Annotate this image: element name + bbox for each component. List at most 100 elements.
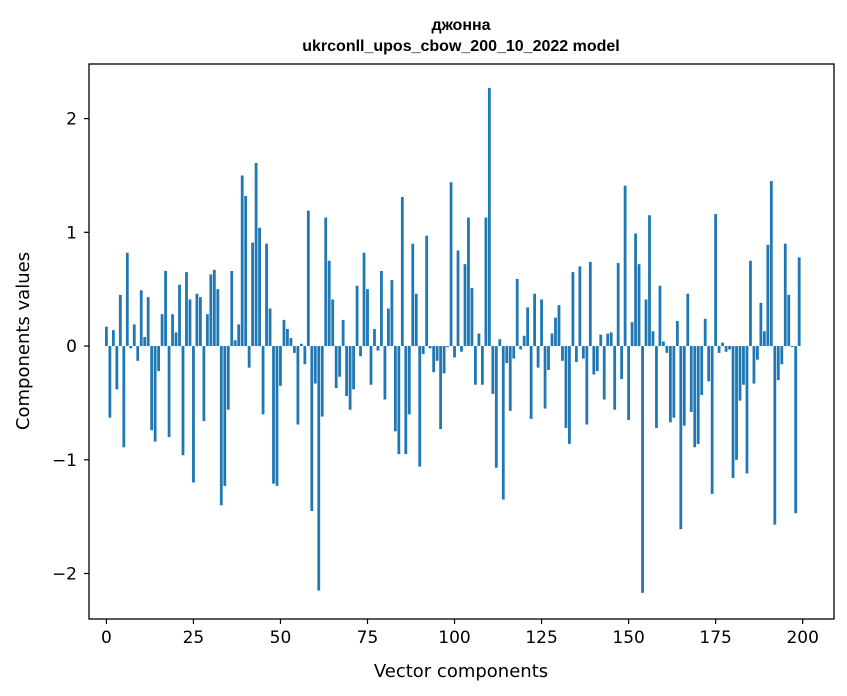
- bar-137: [581, 346, 585, 359]
- bar-107: [477, 333, 481, 347]
- bar-25: [192, 346, 195, 483]
- bar-35: [226, 346, 230, 410]
- bar-178: [724, 346, 728, 352]
- bar-92: [425, 235, 429, 347]
- bar-144: [606, 333, 610, 347]
- bar-70: [348, 346, 352, 410]
- bar-66: [334, 346, 338, 389]
- bar-145: [609, 332, 613, 347]
- bar-170: [696, 346, 700, 444]
- x-tick-label: 25: [183, 628, 205, 648]
- bar-143: [602, 346, 606, 400]
- bar-87: [407, 346, 411, 415]
- bar-20: [174, 332, 178, 347]
- bar-151: [630, 322, 634, 347]
- bar-161: [665, 346, 669, 353]
- bar-192: [773, 346, 777, 525]
- bar-156: [648, 215, 651, 347]
- bar-9: [136, 346, 140, 361]
- bar-90: [418, 346, 422, 467]
- bar-114: [501, 346, 505, 500]
- bar-24: [188, 299, 192, 347]
- bar-33: [219, 346, 223, 506]
- bar-80: [383, 346, 387, 400]
- bar-38: [237, 324, 241, 347]
- bar-75: [366, 289, 369, 347]
- bar-43: [254, 162, 258, 347]
- bar-44: [258, 227, 261, 347]
- bar-19: [171, 314, 174, 347]
- bar-32: [216, 289, 220, 347]
- bar-173: [707, 346, 711, 382]
- bar-48: [272, 346, 275, 484]
- bar-72: [355, 285, 359, 347]
- bar-53: [289, 338, 293, 347]
- bar-81: [387, 308, 390, 347]
- bar-16: [160, 314, 164, 347]
- bar-67: [338, 346, 342, 377]
- bar-188: [759, 302, 763, 347]
- bar-117: [512, 346, 516, 359]
- bar-124: [536, 346, 540, 368]
- bar-111: [491, 346, 495, 394]
- bar-52: [286, 328, 289, 347]
- bar-108: [481, 346, 484, 385]
- x-axis: 0 25 50 75 100 125 150 175 200: [101, 619, 819, 648]
- bar-113: [498, 339, 502, 347]
- bar-89: [414, 293, 418, 347]
- bar-54: [293, 346, 296, 353]
- bar-34: [223, 346, 227, 486]
- bar-146: [613, 346, 617, 410]
- bar-22: [181, 346, 185, 456]
- bar-69: [345, 346, 349, 397]
- bar-147: [616, 263, 620, 347]
- bar-99: [449, 182, 453, 347]
- bar-62: [320, 346, 324, 417]
- bar-181: [735, 346, 738, 460]
- bar-169: [693, 346, 697, 448]
- bar-7: [129, 346, 133, 349]
- bar-110: [487, 87, 491, 347]
- y-axis-label: Components values: [13, 252, 34, 430]
- y-tick-label: 2: [66, 110, 77, 130]
- bar-189: [762, 331, 766, 347]
- bar-74: [362, 252, 366, 347]
- bar-118: [515, 278, 519, 347]
- bar-14: [153, 346, 157, 442]
- bar-91: [421, 346, 425, 355]
- bar-148: [620, 346, 624, 380]
- bar-134: [571, 272, 575, 347]
- bar-171: [700, 346, 704, 395]
- bar-157: [651, 331, 655, 347]
- bar-11: [143, 336, 147, 347]
- bar-105: [470, 288, 474, 347]
- bar-58: [306, 210, 310, 347]
- bar-167: [686, 293, 690, 347]
- bar-198: [794, 346, 798, 514]
- bar-59: [310, 346, 314, 511]
- bar-122: [529, 346, 533, 419]
- bar-49: [275, 346, 279, 486]
- bar-65: [331, 299, 335, 347]
- bar-184: [745, 346, 749, 474]
- bar-132: [564, 346, 568, 428]
- bar-23: [185, 272, 188, 347]
- bar-96: [439, 346, 443, 430]
- bar-112: [494, 346, 498, 468]
- bar-102: [460, 346, 463, 352]
- bar-140: [592, 346, 596, 375]
- bar-83: [393, 346, 397, 432]
- bar-142: [599, 334, 603, 347]
- bar-162: [668, 346, 672, 423]
- bar-176: [717, 346, 721, 353]
- y-tick-label: −1: [52, 451, 77, 471]
- chart-title-line-1: джонна: [431, 17, 490, 34]
- bar-174: [710, 346, 714, 494]
- bar-31: [212, 269, 216, 347]
- bar-0: [105, 326, 108, 347]
- bar-64: [327, 260, 331, 347]
- bar-179: [728, 346, 731, 350]
- bar-168: [689, 346, 693, 413]
- bar-85: [400, 197, 404, 347]
